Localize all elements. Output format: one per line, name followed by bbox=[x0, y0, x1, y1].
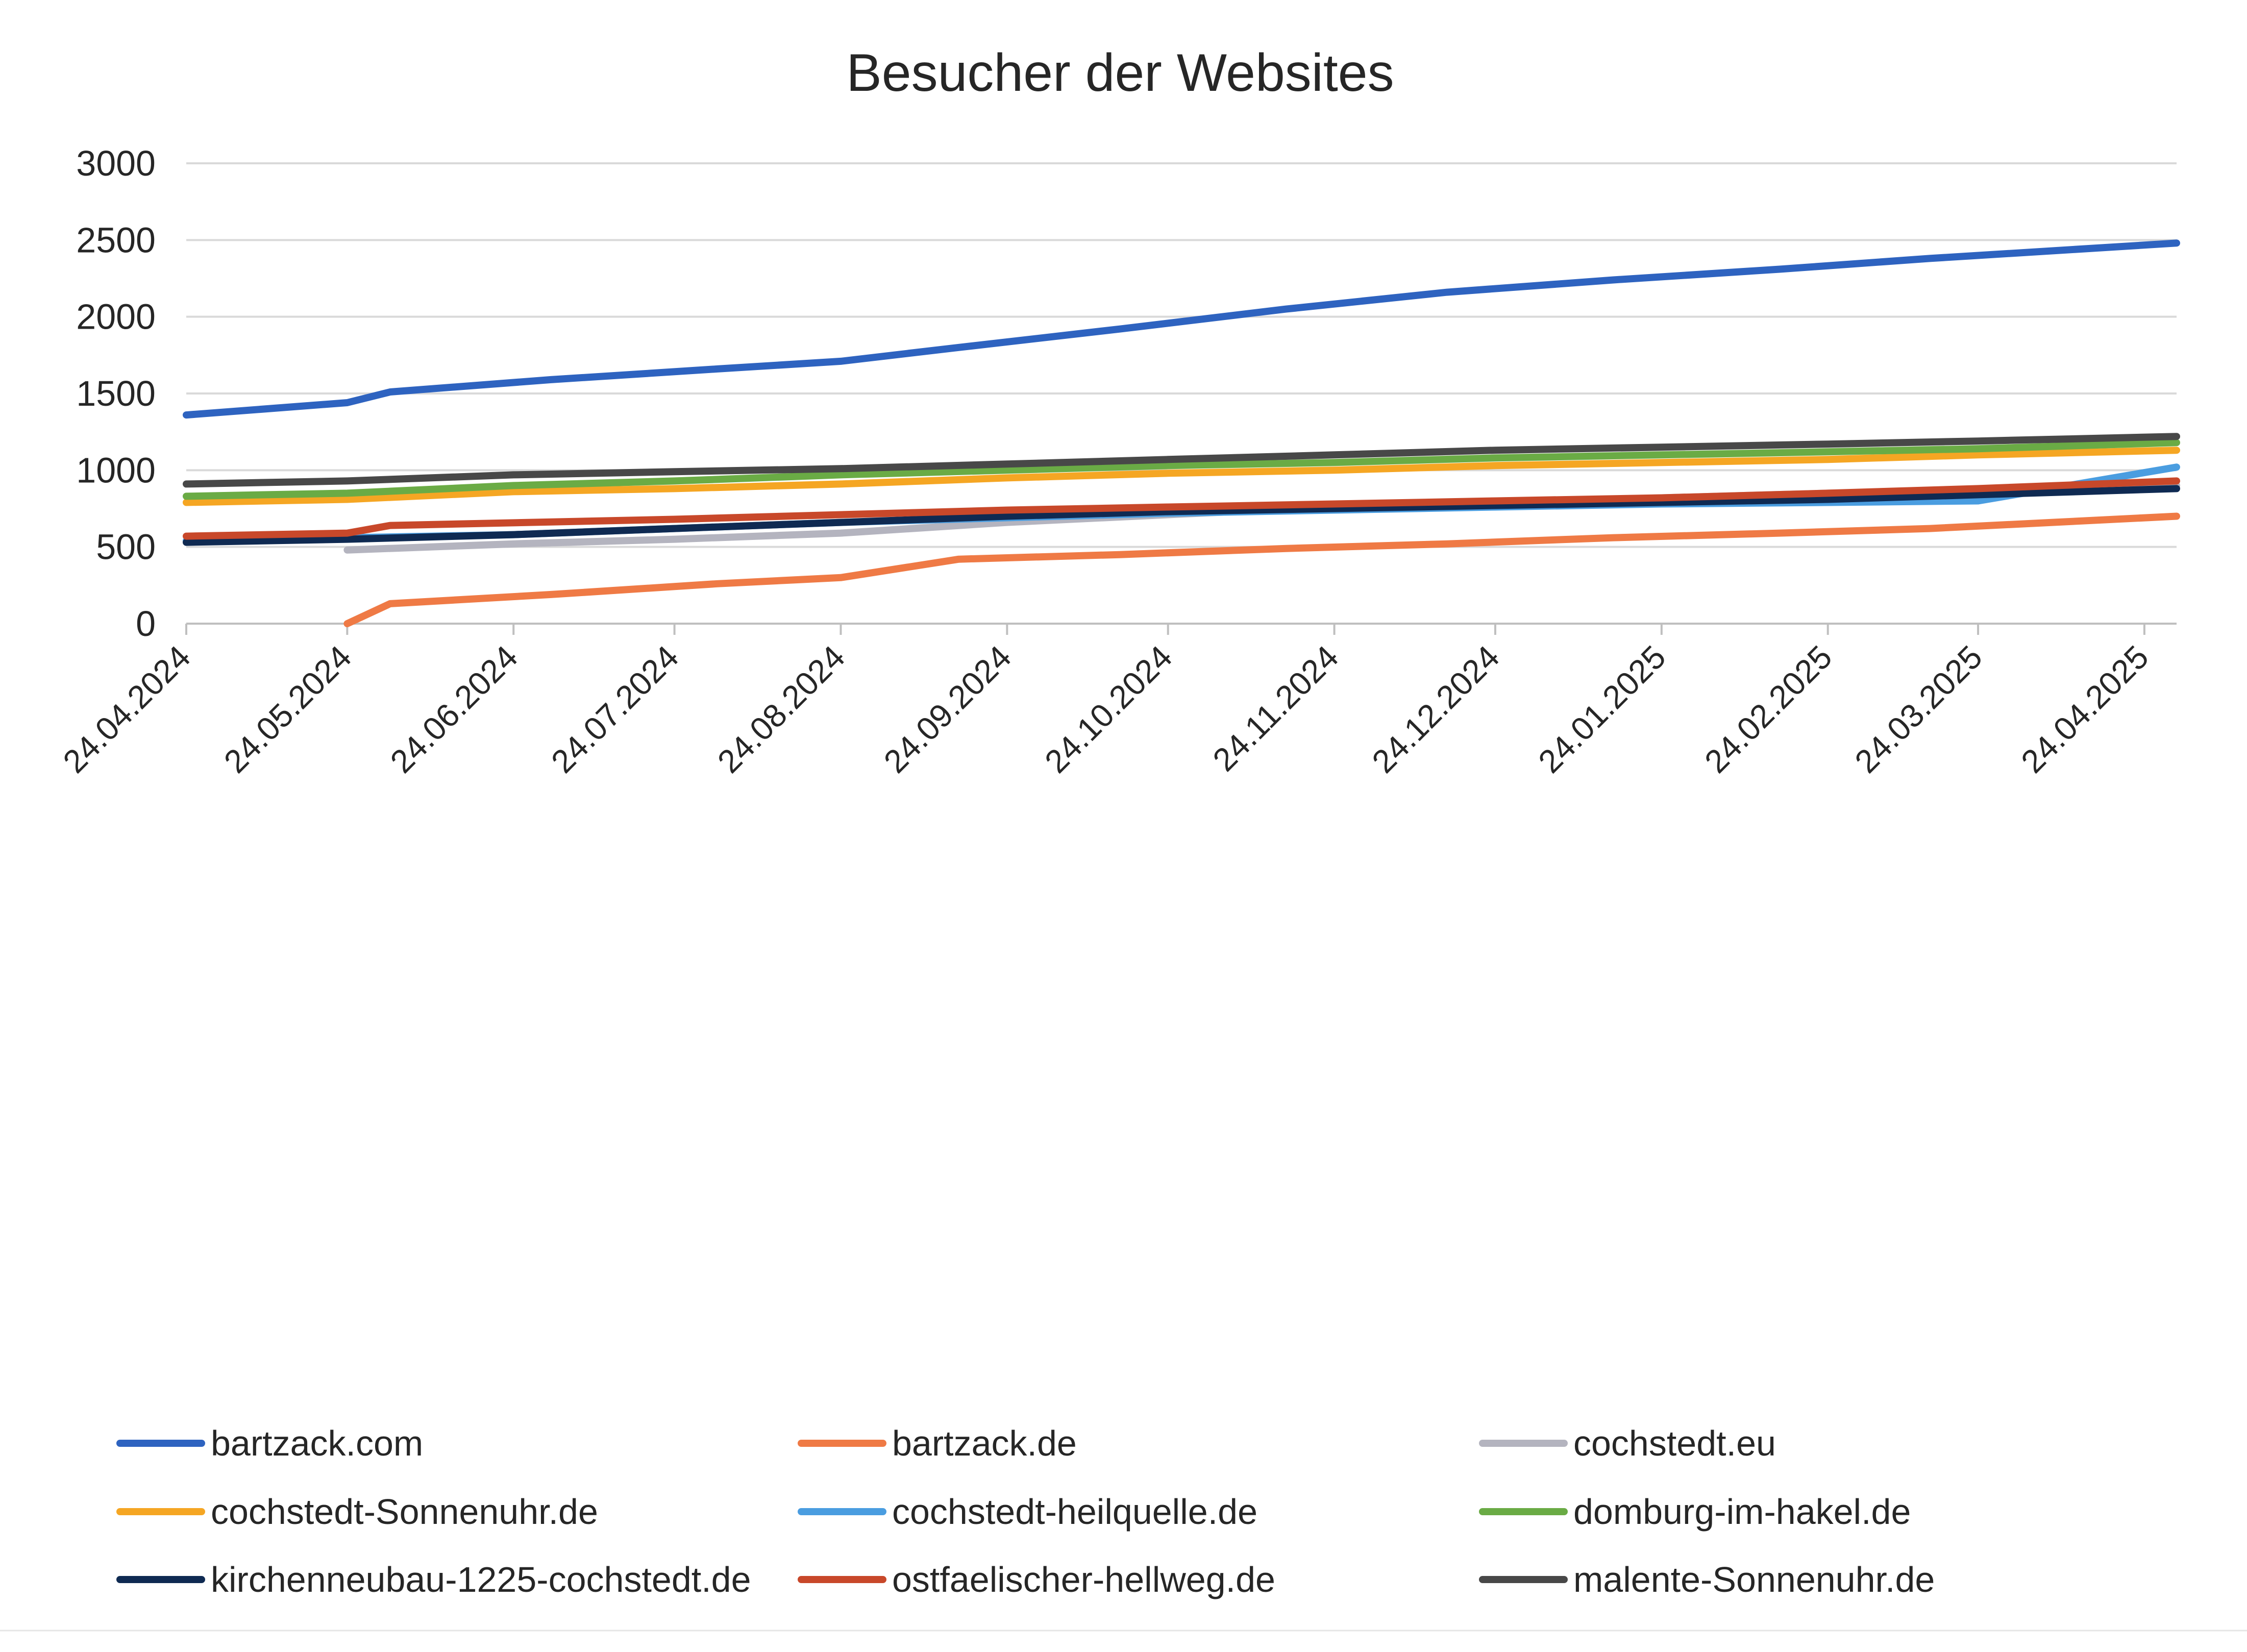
y-tick-label: 2000 bbox=[76, 297, 156, 337]
legend-label: cochstedt-Sonnenuhr.de bbox=[211, 1492, 598, 1532]
series-line-bartzack.de bbox=[343, 512, 2180, 627]
series-line-domburg-im-hakel.de bbox=[183, 439, 2180, 500]
x-tick-label: 24.04.2024 bbox=[56, 638, 197, 780]
legend-label: bartzack.de bbox=[892, 1423, 1077, 1463]
legend-label: kirchenneubau-1225-cochstedt.de bbox=[211, 1560, 751, 1599]
x-tick-label: 24.12.2024 bbox=[1365, 638, 1506, 780]
y-tick-label: 1500 bbox=[76, 374, 156, 413]
legend: bartzack.com bartzack.de cochstedt.eu cochs… bbox=[116, 1423, 1935, 1599]
series-line-cochstedt-Sonnenuhr.de bbox=[183, 447, 2180, 506]
series-lines bbox=[183, 239, 2180, 627]
x-tick-label: 24.07.2024 bbox=[544, 638, 685, 780]
series-line-kirchenneubau-1225-cochstedt.de bbox=[183, 485, 2180, 546]
y-tick-label: 3000 bbox=[76, 143, 156, 183]
x-tick-label: 24.05.2024 bbox=[217, 638, 358, 780]
x-tick-label: 24.03.2025 bbox=[1848, 638, 1989, 780]
legend-label: domburg-im-hakel.de bbox=[1573, 1492, 1911, 1532]
legend-label: malente-Sonnenuhr.de bbox=[1573, 1560, 1935, 1599]
x-tick-label: 24.08.2024 bbox=[710, 638, 852, 780]
y-tick-label: 2500 bbox=[76, 220, 156, 260]
x-tick-label: 24.09.2024 bbox=[877, 638, 1018, 780]
x-tick-label: 24.11.2024 bbox=[1205, 638, 1345, 778]
legend-label: ostfaelischer-hellweg.de bbox=[892, 1560, 1275, 1599]
legend-label: cochstedt-heilquelle.de bbox=[892, 1492, 1257, 1532]
x-tick-label: 24.02.2025 bbox=[1697, 638, 1839, 780]
x-axis-ticks: 24.04.2024 24.05.2024 24.06.2024 24.07.2024… bbox=[56, 624, 2156, 780]
y-tick-label: 1000 bbox=[76, 450, 156, 490]
series-line-malente-Sonnenuhr.de bbox=[183, 433, 2180, 488]
legend-label: bartzack.com bbox=[211, 1423, 423, 1463]
y-tick-label: 0 bbox=[136, 604, 156, 644]
series-line-ostfaelischer-hellweg.de bbox=[183, 477, 2180, 540]
y-tick-label: 500 bbox=[96, 527, 156, 567]
x-tick-label: 24.04.2025 bbox=[2014, 638, 2155, 780]
series-line-bartzack.com bbox=[183, 239, 2180, 419]
legend-label: cochstedt.eu bbox=[1573, 1423, 1776, 1463]
y-axis-ticks: 3000 2500 2000 1500 1000 500 0 bbox=[76, 143, 156, 644]
x-tick-label: 24.01.2025 bbox=[1531, 638, 1672, 780]
chart-title: Besucher der Websites bbox=[846, 43, 1394, 103]
x-tick-label: 24.10.2024 bbox=[1038, 638, 1179, 780]
x-tick-label: 24.06.2024 bbox=[383, 638, 525, 780]
